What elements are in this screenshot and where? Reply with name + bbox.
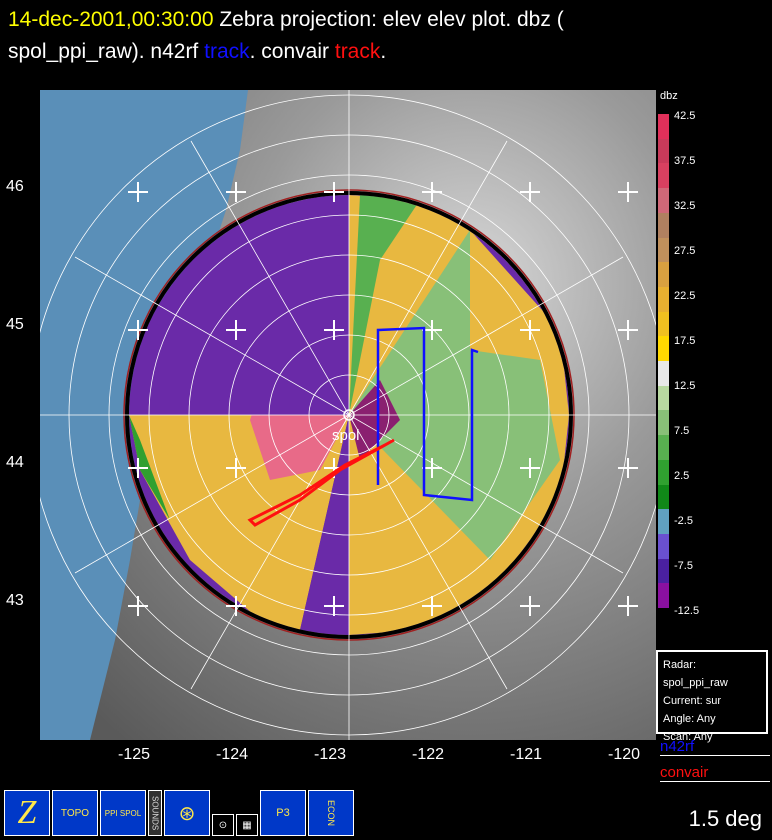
colorbar-label: 42.5 <box>674 110 696 122</box>
lon-label-124: -124 <box>216 746 249 763</box>
radar-overlay-icon[interactable]: ⊛ <box>164 790 210 836</box>
lon-label-122: -122 <box>412 746 445 763</box>
colorbar-swatch <box>658 361 669 387</box>
p3-aircraft-button[interactable]: P3 <box>260 790 306 836</box>
colorbar-label: -7.5 <box>674 560 693 572</box>
radar-info-box: Radar: spol_ppi_raw Current: sur Angle: … <box>656 650 768 743</box>
icon-toolbar: Z TOPO PPI SPOL SOUNDS ⊛ ⊙ ▦ P3 ECON <box>4 790 354 836</box>
colorbar-label: 27.5 <box>674 245 696 257</box>
legend-convair[interactable]: convair <box>660 764 770 782</box>
colorbar-label: 22.5 <box>674 290 696 302</box>
colorbar-swatch <box>658 212 669 238</box>
latlon-grid-marks <box>128 182 638 616</box>
title-blue-track: track <box>204 40 250 63</box>
colorbar-label: 12.5 <box>674 380 696 392</box>
elevation-angle: 1.5 deg <box>688 806 762 831</box>
title-line2: spol_ppi_raw). n42rf <box>8 40 199 63</box>
topo-button[interactable]: TOPO <box>52 790 98 836</box>
lat-label-46: 46 <box>6 178 24 195</box>
colorbar-swatch <box>658 138 669 164</box>
colorbar-swatch <box>658 336 669 362</box>
lon-label-123: -123 <box>314 746 347 763</box>
colorbar-swatch <box>658 558 669 584</box>
radar-map[interactable]: spol <box>0 0 772 790</box>
colorbar-swatch <box>658 188 669 214</box>
info-scan: Scan: Any <box>663 731 713 743</box>
soundings-label: SOUNDS <box>150 795 160 831</box>
topo-label: TOPO <box>60 807 90 819</box>
colorbar-swatch <box>658 459 669 485</box>
colorbar-label: 37.5 <box>674 155 696 167</box>
radar-site-icon <box>343 409 355 421</box>
colorbar-swatch <box>658 262 669 288</box>
econ-aircraft-button[interactable]: ECON <box>308 790 354 836</box>
colorbar-label: 17.5 <box>674 335 696 347</box>
title-line2-end: . <box>380 40 387 63</box>
ppi-spol-label: PPI SPOL <box>104 808 142 818</box>
convair-track <box>247 438 395 527</box>
n42rf-track <box>376 326 479 502</box>
colorbar-swatch <box>658 114 669 140</box>
title-date: 14-dec-2001,00:30:00 <box>8 8 214 31</box>
lat-label-44: 44 <box>6 454 24 471</box>
plot-title: 14-dec-2001,00:30:00 Zebra projection: e… <box>8 4 564 68</box>
colorbar-title: dbz <box>660 90 678 102</box>
econ-label: ECON <box>326 799 336 826</box>
colorbar-swatch <box>658 583 669 609</box>
lon-label-121: -121 <box>510 746 543 763</box>
lon-label-125: -125 <box>118 746 151 763</box>
lat-label-45: 45 <box>6 316 24 333</box>
colorbar-swatch <box>658 163 669 189</box>
ppi-spol-button[interactable]: PPI SPOL <box>100 790 146 836</box>
colorbar-label: -2.5 <box>674 515 693 527</box>
colorbar-label: -12.5 <box>674 605 700 617</box>
colorbar-label: 32.5 <box>674 200 696 212</box>
info-current: Current: sur <box>663 695 722 707</box>
colorbar-label: 7.5 <box>674 425 690 437</box>
lat-label-43: 43 <box>6 592 24 609</box>
info-angle: Angle: Any <box>663 713 716 725</box>
zebra-icon[interactable]: Z <box>4 790 50 836</box>
grid-icon[interactable]: ▦ <box>236 814 258 836</box>
colorbar-swatch <box>658 237 669 263</box>
radar-site-label: spol <box>332 427 360 444</box>
colorbar-swatch <box>658 509 669 535</box>
colorbar-swatch <box>658 484 669 510</box>
colorbar-swatch <box>658 311 669 337</box>
colorbar-swatch <box>658 435 669 461</box>
info-radar: Radar: spol_ppi_raw <box>663 659 728 689</box>
colorbar-swatch <box>658 410 669 436</box>
colorbar-swatch <box>658 286 669 313</box>
lon-label-120: -120 <box>608 746 641 763</box>
title-main: Zebra projection: elev elev plot. dbz ( <box>219 8 564 31</box>
colorbar-swatch <box>658 533 669 560</box>
legend-n42rf[interactable]: n42rf <box>660 738 770 756</box>
colorbar-swatch <box>658 385 669 411</box>
colorbar-label: 2.5 <box>674 470 690 482</box>
soundings-button[interactable]: SOUNDS <box>148 790 162 836</box>
title-red-track: track <box>334 40 381 63</box>
range-ring-icon[interactable]: ⊙ <box>212 814 234 836</box>
p3-label: P3 <box>276 807 290 819</box>
azimuth-spokes <box>40 90 656 740</box>
title-line2-mid: . convair <box>249 40 330 63</box>
